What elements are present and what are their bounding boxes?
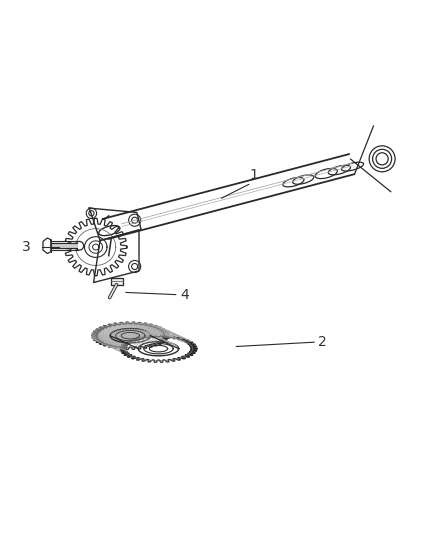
Text: 2: 2 (318, 335, 327, 349)
Text: 3: 3 (22, 240, 31, 254)
Text: 4: 4 (180, 288, 189, 302)
Polygon shape (111, 278, 124, 285)
Text: 1: 1 (249, 168, 258, 182)
